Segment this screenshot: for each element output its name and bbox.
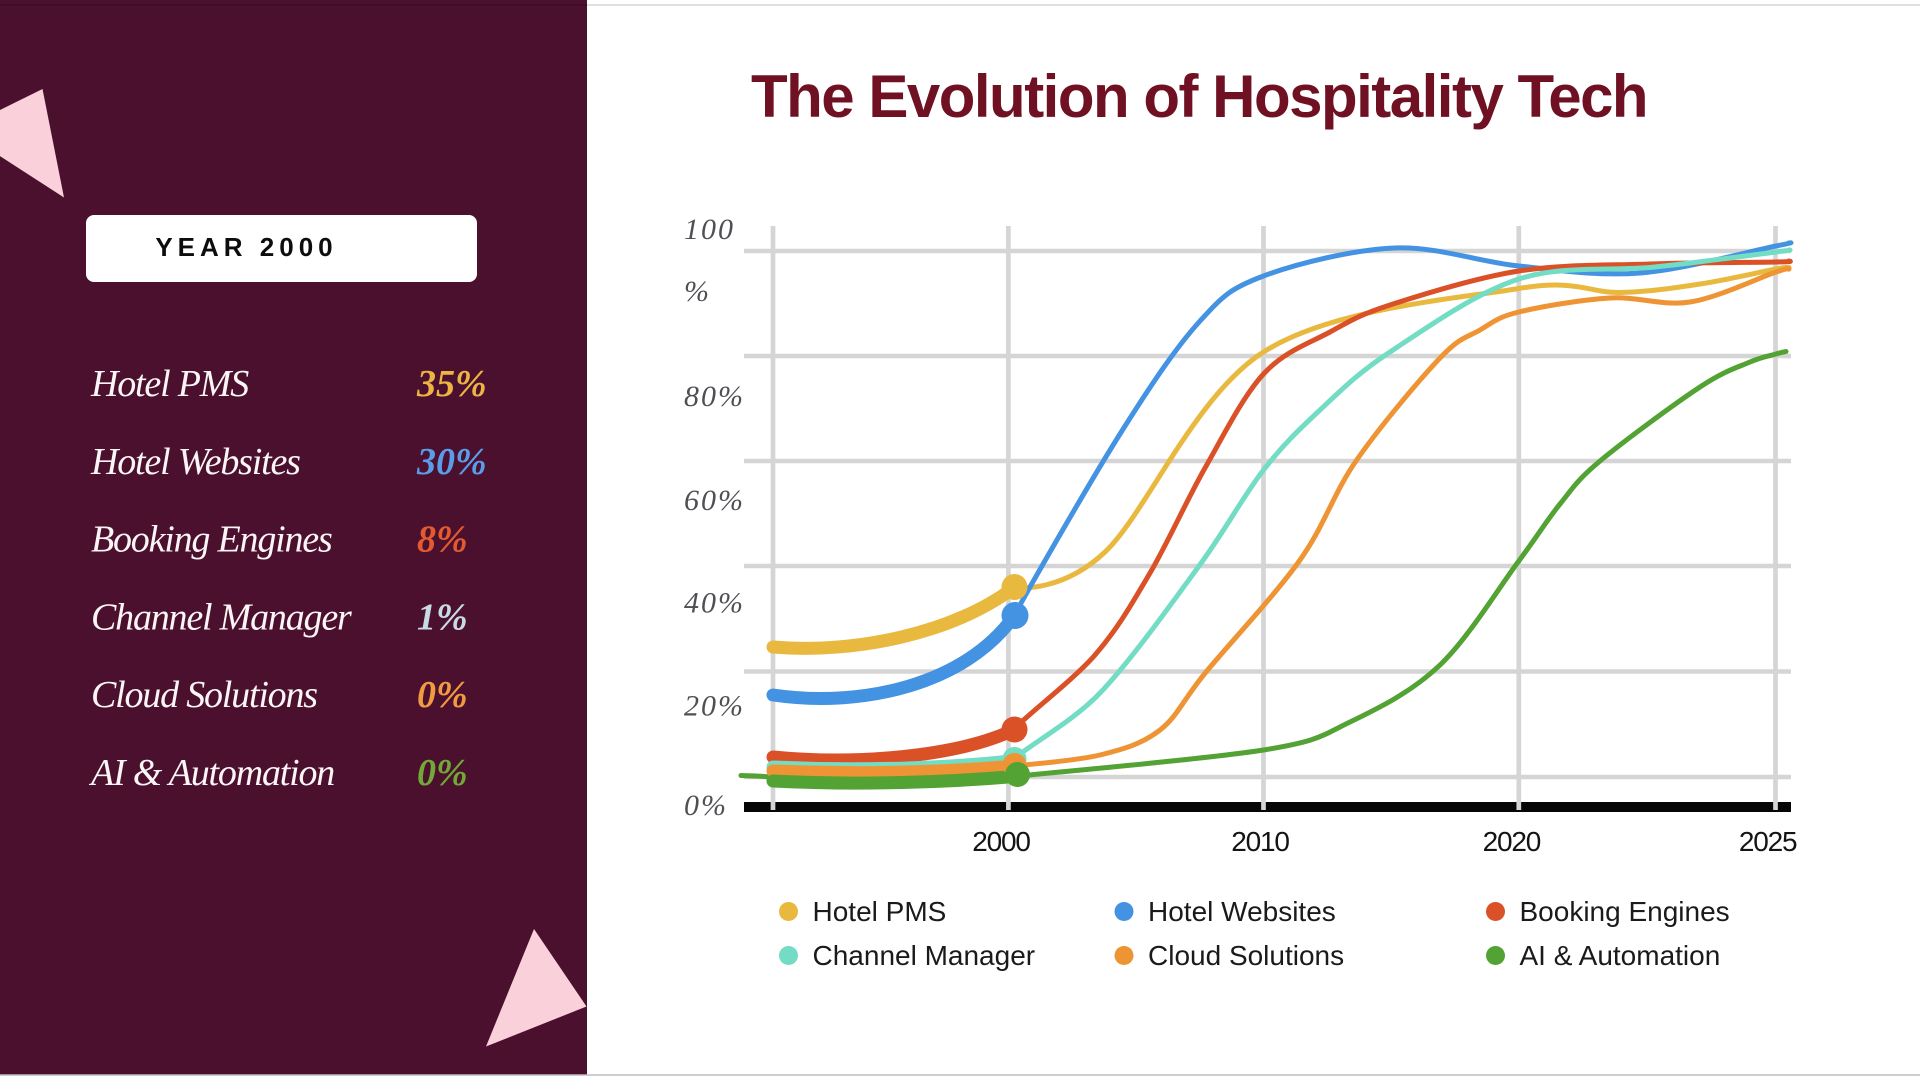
svg-text:20%: 20%: [684, 690, 745, 723]
svg-text:AI & Automation: AI & Automation: [88, 752, 334, 794]
svg-text:%: %: [684, 275, 711, 308]
svg-text:Hotel PMS: Hotel PMS: [813, 896, 947, 927]
svg-text:80%: 80%: [684, 380, 745, 413]
svg-text:Hotel Websites: Hotel Websites: [90, 441, 300, 483]
svg-text:AI & Automation: AI & Automation: [1520, 940, 1721, 971]
svg-text:YEAR 2000: YEAR 2000: [155, 232, 337, 262]
svg-text:Hotel PMS: Hotel PMS: [90, 363, 249, 405]
svg-text:2010: 2010: [1231, 826, 1289, 857]
svg-text:2025: 2025: [1739, 826, 1797, 857]
svg-text:60%: 60%: [684, 484, 745, 517]
svg-text:Channel Manager: Channel Manager: [91, 596, 352, 638]
svg-text:1%: 1%: [417, 596, 468, 638]
svg-text:2020: 2020: [1483, 826, 1541, 857]
svg-text:2000: 2000: [972, 826, 1030, 857]
svg-text:Booking Engines: Booking Engines: [91, 519, 332, 561]
svg-text:0%: 0%: [417, 674, 468, 716]
svg-text:40%: 40%: [684, 587, 745, 620]
svg-text:30%: 30%: [416, 441, 487, 483]
svg-text:0%: 0%: [684, 789, 728, 822]
svg-text:0%: 0%: [417, 752, 468, 794]
svg-text:8%: 8%: [417, 519, 468, 561]
svg-text:The Evolution of Hospitality T: The Evolution of Hospitality Tech: [751, 63, 1647, 130]
svg-text:100: 100: [684, 213, 735, 246]
svg-text:Cloud Solutions: Cloud Solutions: [91, 674, 317, 716]
svg-text:Booking Engines: Booking Engines: [1520, 896, 1730, 927]
svg-text:Cloud Solutions: Cloud Solutions: [1148, 940, 1344, 971]
svg-text:Hotel Websites: Hotel Websites: [1148, 896, 1336, 927]
svg-text:Channel Manager: Channel Manager: [813, 940, 1036, 971]
svg-text:35%: 35%: [416, 363, 487, 405]
